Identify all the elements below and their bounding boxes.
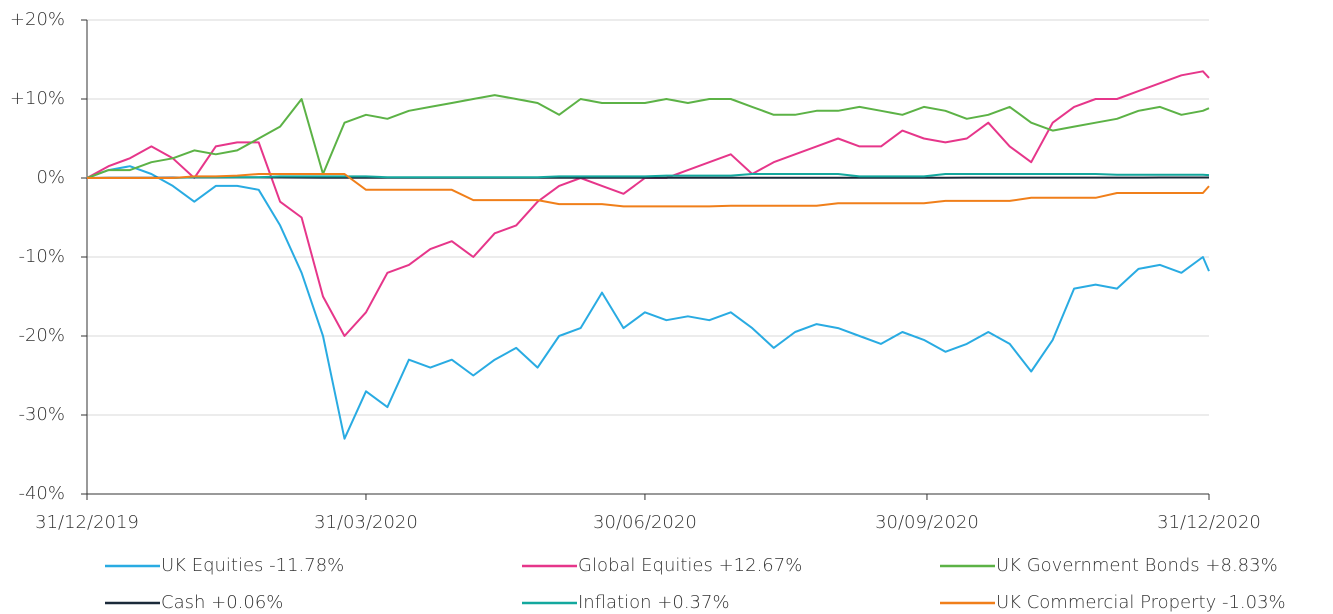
legend-label: Global Equities +12.67% — [578, 555, 802, 576]
x-tick-label: 31/03/2020 — [314, 512, 418, 533]
x-tick-label: 30/06/2020 — [593, 512, 697, 533]
legend-label: Cash +0.06% — [161, 592, 283, 613]
series-line — [86, 165, 1210, 440]
x-tick-label: 31/12/2019 — [35, 512, 139, 533]
legend-label: UK Government Bonds +8.83% — [996, 555, 1278, 576]
y-tick-label: -30% — [18, 404, 65, 425]
y-tick-label: +20% — [10, 9, 65, 30]
y-tick-label: +10% — [10, 88, 65, 109]
x-tick-label: 31/12/2020 — [1157, 512, 1261, 533]
legend-label: Inflation +0.37% — [578, 592, 730, 613]
legend-label: UK Commercial Property -1.03% — [996, 592, 1286, 613]
series-line — [87, 173, 1210, 179]
x-tick-label: 30/09/2020 — [875, 512, 979, 533]
series-line — [86, 70, 1210, 337]
series-line — [86, 94, 1210, 179]
y-tick-label: -10% — [18, 246, 65, 267]
y-tick-label: 0% — [36, 167, 65, 188]
series-line — [87, 173, 1210, 208]
legend-label: UK Equities -11.78% — [161, 555, 344, 576]
y-tick-label: -40% — [18, 483, 65, 504]
y-tick-label: -20% — [18, 325, 65, 346]
